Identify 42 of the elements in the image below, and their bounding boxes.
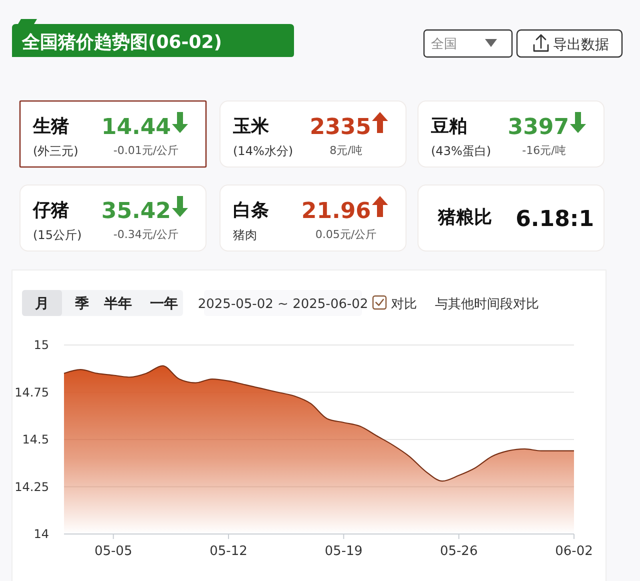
text: 一年 xyxy=(150,296,178,312)
text: (43%蛋白) xyxy=(431,144,492,158)
y-tick-label: 14.75 xyxy=(14,385,49,400)
text: 季 xyxy=(74,295,89,312)
x-tick-label: 05-05 xyxy=(94,544,132,559)
text: 猪肉 xyxy=(233,228,257,242)
y-tick-label: 14 xyxy=(34,527,49,542)
y-tick-label: 14.5 xyxy=(22,432,49,447)
text: 全国 xyxy=(431,37,457,52)
text: 3397 xyxy=(508,115,569,140)
text: 月 xyxy=(34,296,49,312)
text: 21.96 xyxy=(301,199,371,224)
text: 6.18:1 xyxy=(516,207,594,232)
x-tick-label: 05-26 xyxy=(440,544,478,559)
text: -16元/吨 xyxy=(522,144,566,157)
x-tick-label: 05-12 xyxy=(210,544,248,559)
text: 2335 xyxy=(310,115,371,140)
text: 导出数据 xyxy=(553,37,609,53)
y-tick-label: 15 xyxy=(34,338,49,352)
text: 0.05元/公斤 xyxy=(315,228,377,241)
text: 玉米 xyxy=(232,116,270,137)
text: 35.42 xyxy=(101,199,171,224)
text: 猪粮比 xyxy=(437,207,492,228)
text: 2025-05-02 ~ 2025-06-02 xyxy=(198,297,368,312)
text: 白条 xyxy=(233,200,269,221)
text: 生猪 xyxy=(32,116,69,137)
text: (外三元) xyxy=(33,144,78,158)
text: -0.34元/公斤 xyxy=(113,228,179,241)
text: 对比 xyxy=(391,297,417,312)
text: 豆粕 xyxy=(430,116,467,137)
text: -0.01元/公斤 xyxy=(113,144,179,157)
x-tick-label: 06-02 xyxy=(555,544,593,559)
text: 半年 xyxy=(103,296,132,312)
x-tick-label: 05-19 xyxy=(324,544,363,559)
text: 全国猪价趋势图(06-02) xyxy=(21,32,222,53)
text: (14%水分) xyxy=(233,144,294,158)
text: 仔猪 xyxy=(32,200,69,221)
text: 与其他时间段对比 xyxy=(435,297,539,312)
y-tick-label: 14.25 xyxy=(14,480,49,494)
text: 14.44 xyxy=(101,115,171,140)
text: (15公斤) xyxy=(33,228,82,242)
text: 8元/吨 xyxy=(330,144,362,157)
